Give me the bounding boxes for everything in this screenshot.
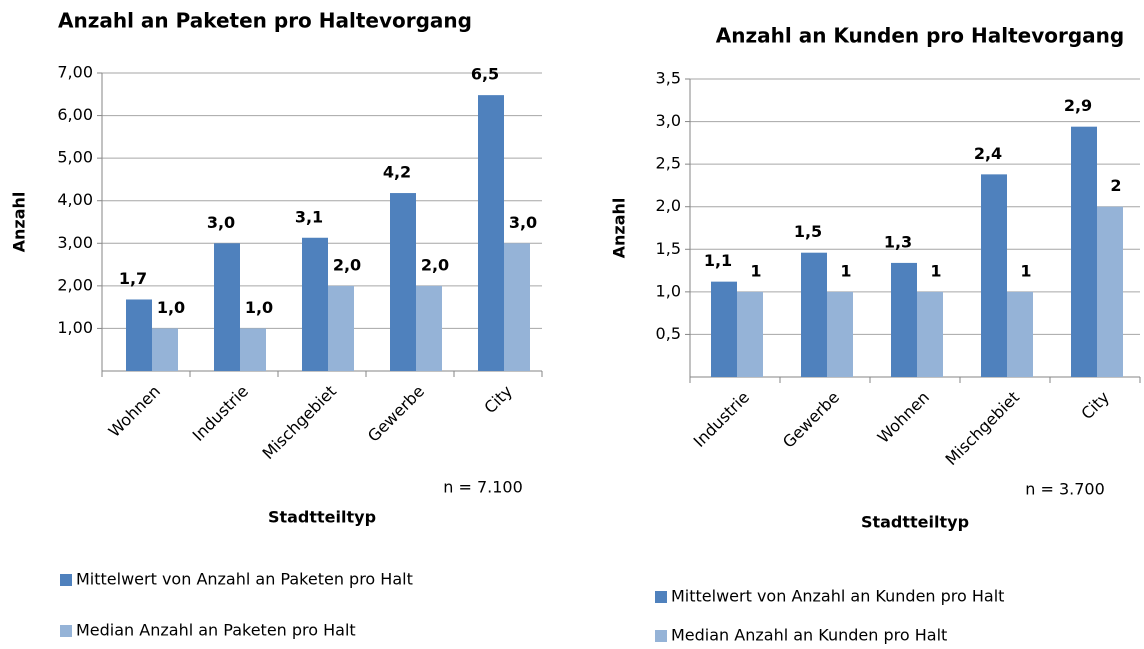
bar [737,291,763,377]
y-axis-label: Anzahl [610,198,629,259]
bar [416,285,442,371]
y-tick-label: 3,5 [656,69,681,88]
x-tick-label: Gewerbe [779,388,843,452]
data-label: 6,5 [471,65,499,84]
bar [126,299,152,371]
data-label: 3,0 [509,213,537,232]
y-tick-label: 0,5 [656,324,681,343]
y-tick-label: 2,0 [656,196,681,215]
x-tick-label: Wohnen [874,388,933,447]
bar [390,193,416,371]
y-tick-label: 3,0 [656,111,681,130]
bar [152,328,178,371]
data-label: 1 [840,261,851,280]
legend-label: Median Anzahl an Paketen pro Halt [76,621,356,640]
bar [917,291,943,377]
y-tick-label: 5,00 [57,148,93,167]
y-tick-label: 2,5 [656,154,681,173]
data-label: 2,9 [1064,96,1092,115]
data-label: 4,2 [383,163,411,182]
bar [891,262,917,377]
y-axis-label: Anzahl [10,192,29,253]
bar [478,95,504,371]
chart-title: Anzahl an Paketen pro Haltevorgang [58,9,472,33]
data-label: 1,3 [884,232,912,251]
data-label: 1,0 [157,298,185,317]
x-tick-label: Gewerbe [364,382,428,446]
x-tick-label: Industrie [690,388,753,451]
x-tick-label: City [1077,388,1113,424]
data-label: 1,1 [704,251,732,270]
data-label: 1,0 [245,298,273,317]
legend-swatch [655,630,667,642]
data-label: 1 [750,261,761,280]
bar [302,237,328,371]
y-tick-label: 1,00 [57,318,93,337]
legend-label: Mittelwert von Anzahl an Paketen pro Hal… [76,570,413,589]
legend-swatch [60,574,72,586]
bar [827,291,853,377]
data-label: 2,0 [421,255,449,274]
bar [214,243,240,371]
data-label: 2,0 [333,255,361,274]
annotation: n = 7.100 [443,478,523,497]
data-label: 1 [930,261,941,280]
y-tick-label: 6,00 [57,105,93,124]
bar [328,285,354,371]
bar [981,174,1007,377]
bar [240,328,266,371]
legend-swatch [655,591,667,603]
x-tick-label: Mischgebiet [942,388,1023,469]
bar [1097,206,1123,377]
data-label: 2 [1110,176,1121,195]
x-tick-label: City [480,382,516,418]
y-tick-label: 3,00 [57,233,93,252]
data-label: 1 [1020,261,1031,280]
x-tick-label: Mischgebiet [259,382,340,463]
data-label: 1,5 [794,222,822,241]
x-axis-label: Stadtteiltyp [268,508,376,527]
bar [504,243,530,371]
y-tick-label: 1,0 [656,281,681,300]
bar [801,252,827,377]
data-label: 3,1 [295,207,323,226]
legend-label: Median Anzahl an Kunden pro Halt [671,626,947,645]
x-tick-label: Wohnen [105,382,164,441]
chart-title: Anzahl an Kunden pro Haltevorgang [716,24,1124,48]
y-tick-label: 1,5 [656,239,681,258]
bar [1071,126,1097,378]
legend-label: Mittelwert von Anzahl an Kunden pro Halt [671,587,1004,606]
data-label: 2,4 [974,144,1002,163]
y-tick-label: 2,00 [57,275,93,294]
data-label: 1,7 [119,269,147,288]
legend-swatch [60,625,72,637]
x-tick-label: Industrie [189,382,252,445]
bar [1007,291,1033,377]
data-label: 3,0 [207,213,235,232]
y-tick-label: 7,00 [57,63,93,82]
bar [711,281,737,377]
y-tick-label: 4,00 [57,190,93,209]
x-axis-label: Stadtteiltyp [861,513,969,532]
annotation: n = 3.700 [1025,480,1105,499]
